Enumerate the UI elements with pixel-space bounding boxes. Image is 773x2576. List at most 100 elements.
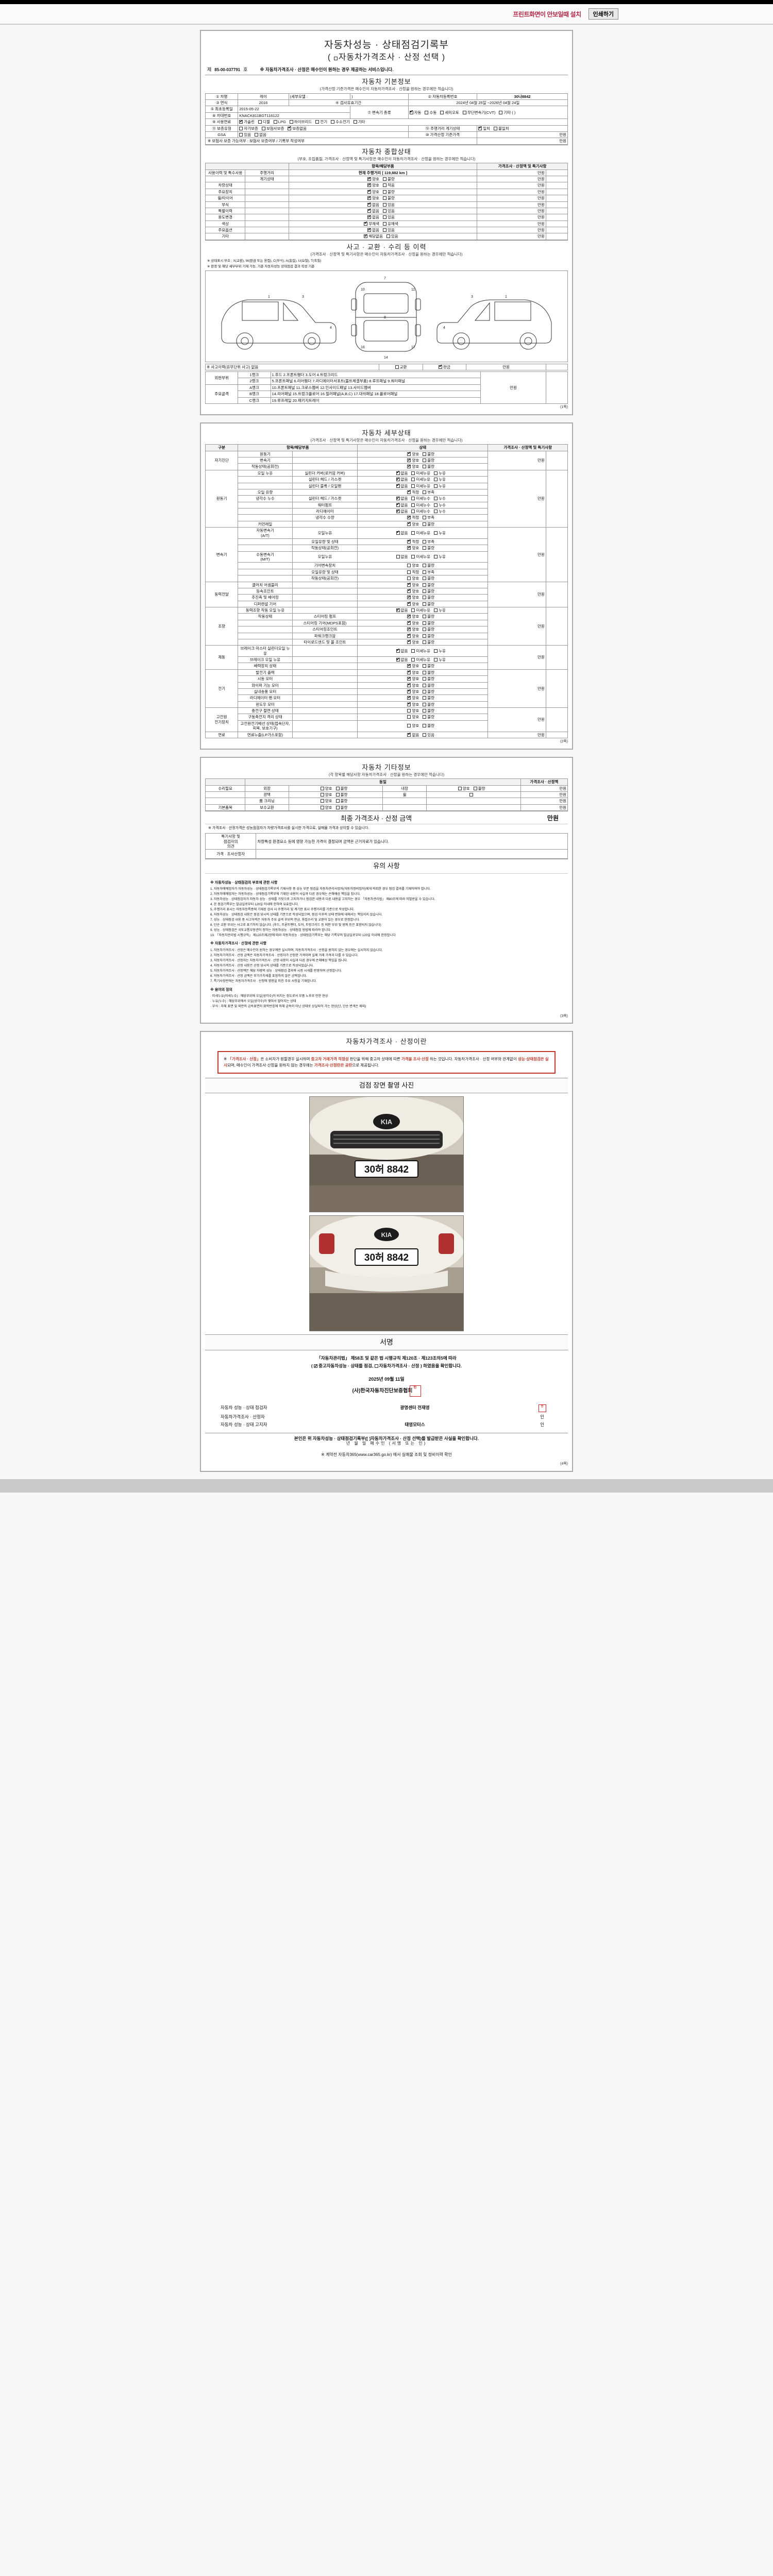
detail-1-0-checkbox-0[interactable] (396, 470, 400, 475)
detail-1-6-checkbox-0[interactable] (396, 509, 400, 514)
overall-8-option-0[interactable]: 무채색 (364, 221, 379, 226)
overall-2-checkbox-0[interactable] (367, 182, 371, 188)
warranty-option-1[interactable]: 보험사보증 (261, 126, 284, 131)
overall-5-checkbox-1[interactable] (382, 202, 386, 207)
detail-5-0-checkbox-1[interactable] (411, 649, 415, 653)
fuel-option-0[interactable]: 가솔린 (239, 119, 255, 124)
detail-4-3-checkbox-0[interactable] (407, 626, 411, 632)
detail-5-2-checkbox-0[interactable] (407, 663, 411, 668)
detail-6-5-checkbox-1[interactable] (423, 702, 427, 706)
overall-7-checkbox-1[interactable] (382, 215, 386, 219)
detail-4-2-option-1[interactable]: 불량 (423, 621, 434, 625)
fuel-option-2[interactable]: LPG (273, 120, 286, 124)
detail-0-1-checkbox-1[interactable] (423, 459, 427, 462)
detail-5-0-option-2[interactable]: 누유 (434, 649, 446, 653)
overall-5-option-0[interactable]: 없음 (367, 201, 379, 207)
detail-5-1-checkbox-0[interactable] (396, 657, 400, 662)
detail-1-6-checkbox-2[interactable] (434, 510, 438, 513)
detail-4-4-checkbox-0[interactable] (407, 633, 411, 638)
detail-6-2-checkbox-1[interactable] (423, 683, 427, 687)
detail-3-0-option-1[interactable]: 불량 (423, 583, 434, 587)
detail-0-1-option-1[interactable]: 불량 (423, 458, 434, 463)
detail-4-5-option-0[interactable]: 양호 (407, 639, 419, 645)
fuel-checkbox-6[interactable] (353, 120, 357, 124)
detail-1-8-checkbox-1[interactable] (423, 522, 427, 526)
overall-7-option-0[interactable]: 없음 (367, 214, 379, 219)
detail-7-1-checkbox-1[interactable] (423, 715, 427, 719)
detail-1-6-option-2[interactable]: 누수 (434, 509, 446, 514)
detail-6-0-option-0[interactable]: 양호 (407, 669, 419, 675)
overall-1-checkbox-0[interactable] (367, 176, 371, 181)
detail-6-3-option-0[interactable]: 양호 (407, 688, 419, 694)
overall-8-option-1[interactable]: 유채색 (382, 222, 398, 226)
detail-4-0-option-1[interactable]: 미세누유 (411, 608, 430, 613)
detail-1-7-checkbox-1[interactable] (423, 516, 427, 520)
detail-1-0-option-1[interactable]: 미세누유 (411, 471, 430, 476)
overall-4-checkbox-0[interactable] (367, 195, 371, 200)
detail-2-6-option-1[interactable]: 불량 (423, 576, 434, 581)
detail-1-0-checkbox-1[interactable] (411, 471, 415, 475)
detail-7-2-option-0[interactable]: 양호 (407, 723, 419, 728)
detail-7-1-option-1[interactable]: 불량 (423, 715, 434, 719)
detail-5-0-checkbox-2[interactable] (434, 649, 438, 653)
etc-3-0-checkbox-0[interactable] (320, 805, 324, 809)
detail-6-5-option-0[interactable]: 양호 (407, 701, 419, 707)
etc-0-1-checkbox-0[interactable] (458, 786, 462, 790)
vehicle-damage-diagram[interactable]: 1 3 4 7 14 10 11 16 17 8 1 3 4 (205, 270, 568, 362)
detail-0-2-option-1[interactable]: 불량 (423, 464, 434, 469)
detail-1-1-checkbox-1[interactable] (411, 478, 415, 482)
accident-sheetmetal[interactable]: 판금 (422, 363, 467, 371)
detail-3-2-checkbox-1[interactable] (423, 596, 427, 600)
detail-4-5-checkbox-0[interactable] (407, 639, 411, 644)
overall-10-checkbox-0[interactable] (364, 233, 367, 239)
detail-3-2-option-1[interactable]: 불량 (423, 595, 434, 600)
detail-1-4-checkbox-1[interactable] (411, 497, 415, 501)
detail-6-1-checkbox-1[interactable] (423, 677, 427, 681)
etc-3-0-checkbox-1[interactable] (335, 805, 340, 809)
detail-1-7-checkbox-0[interactable] (407, 515, 411, 520)
overall-7-checkbox-0[interactable] (367, 214, 371, 219)
detail-4-0-checkbox-2[interactable] (434, 608, 438, 612)
detail-2-2-checkbox-1[interactable] (423, 546, 427, 550)
overall-6-checkbox-0[interactable] (367, 208, 371, 213)
exchange-checkbox[interactable] (395, 365, 399, 369)
sig-checkbox-performance[interactable] (314, 1363, 317, 1370)
detail-6-2-option-0[interactable]: 양호 (407, 682, 419, 688)
detail-4-1-checkbox-0[interactable] (407, 614, 411, 619)
overall-8-checkbox-1[interactable] (382, 222, 386, 226)
detail-7-1-option-0[interactable]: 양호 (407, 715, 419, 719)
detail-5-2-option-1[interactable]: 불량 (423, 664, 434, 668)
detail-0-0-checkbox-1[interactable] (423, 452, 427, 456)
detail-2-3-checkbox-2[interactable] (434, 555, 438, 559)
detail-7-0-option-1[interactable]: 불량 (423, 708, 434, 713)
fuel-checkbox-5[interactable] (331, 120, 335, 124)
detail-1-3-checkbox-0[interactable] (407, 489, 411, 494)
detail-6-4-option-0[interactable]: 양호 (407, 695, 419, 700)
photo-front[interactable]: KIA 30허 8842 (309, 1096, 464, 1212)
detail-1-4-checkbox-2[interactable] (434, 497, 438, 501)
detail-6-2-checkbox-0[interactable] (407, 682, 411, 687)
etc-2-0-checkbox-0[interactable] (320, 799, 324, 803)
detail-4-2-option-0[interactable]: 양호 (407, 620, 419, 625)
detail-3-3-checkbox-0[interactable] (407, 601, 411, 606)
detail-8-0-checkbox-0[interactable] (407, 732, 411, 737)
detail-0-0-option-0[interactable]: 양호 (407, 451, 419, 456)
fuel-checkbox-3[interactable] (289, 120, 293, 124)
etc-1-1-checkbox-0[interactable] (469, 793, 473, 796)
detail-4-0-option-0[interactable]: 없음 (396, 607, 408, 613)
fuel-checkbox-4[interactable] (315, 120, 320, 124)
detail-4-3-option-1[interactable]: 불량 (423, 627, 434, 632)
detail-2-3-checkbox-0[interactable] (396, 555, 400, 559)
detail-1-3-checkbox-1[interactable] (423, 490, 427, 494)
detail-6-1-option-0[interactable]: 양호 (407, 676, 419, 681)
warranty-checkbox-0[interactable] (239, 126, 243, 130)
detail-0-1-option-0[interactable]: 양호 (407, 457, 419, 463)
detail-3-0-checkbox-0[interactable] (407, 582, 411, 587)
detail-3-3-option-0[interactable]: 양호 (407, 601, 419, 606)
detail-2-4-checkbox-0[interactable] (407, 564, 411, 568)
detail-0-2-checkbox-1[interactable] (423, 465, 427, 469)
detail-1-5-checkbox-2[interactable] (434, 503, 438, 507)
overall-2-option-1[interactable]: 적음 (382, 183, 395, 188)
detail-1-3-option-0[interactable]: 적정 (407, 489, 419, 495)
detail-1-6-checkbox-1[interactable] (411, 510, 415, 513)
